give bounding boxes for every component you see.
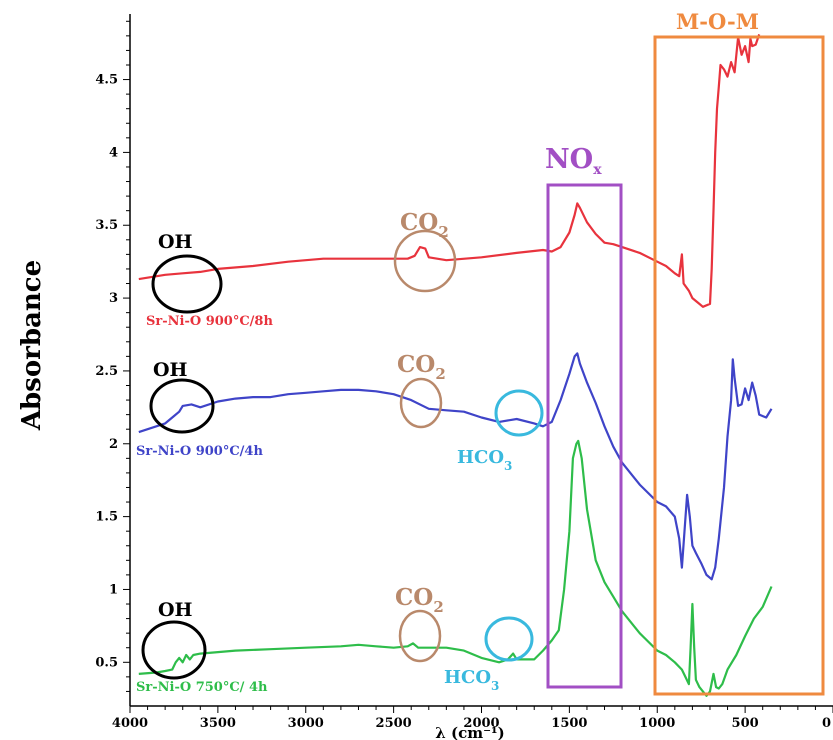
y-tick-label: 3 xyxy=(109,291,118,306)
y-tick-label: 1.5 xyxy=(95,510,118,525)
nox-label: NOx xyxy=(545,144,602,178)
series-group: Sr-Ni-O 900°C/8h Sr-Ni-O 900°C/4h Sr-Ni-O … xyxy=(136,34,773,697)
co2-label-middle: CO2 xyxy=(397,351,446,383)
y-tick-label: 1 xyxy=(109,582,118,597)
co2-circle-top xyxy=(393,229,457,293)
y-axis-label: Absorbance xyxy=(17,260,47,431)
x-tick-label: 1500 xyxy=(551,716,587,731)
hco3-label-middle: HCO3 xyxy=(457,447,512,473)
x-ticks: 4000 3500 3000 2500 2000 1500 1000 500 0 xyxy=(112,706,833,731)
y-tick-label: 2.5 xyxy=(95,364,118,379)
mom-region-box xyxy=(653,35,825,696)
co2-label-bottom: CO2 xyxy=(395,584,444,616)
x-tick-label: 4000 xyxy=(112,716,148,731)
hco3-circle-bottom xyxy=(484,616,534,662)
y-tick-label: 4.5 xyxy=(95,73,118,88)
oh-label-bottom: OH xyxy=(158,599,193,621)
x-tick-label: 2500 xyxy=(376,716,412,731)
x-tick-label: 0 xyxy=(822,716,831,731)
axes xyxy=(129,14,833,707)
co2-label-top: CO2 xyxy=(400,209,449,241)
x-tick-label: 3500 xyxy=(200,716,236,731)
series-label: Sr-Ni-O 900°C/8h xyxy=(146,314,273,329)
x-tick-label: 500 xyxy=(732,716,759,731)
y-ticks: 0.5 1 1.5 2 2.5 3 3.5 4 4.5 xyxy=(95,20,130,692)
y-tick-label: 4 xyxy=(109,145,118,160)
hco3-label-bottom: HCO3 xyxy=(444,667,499,693)
oh-circle-middle xyxy=(149,378,215,434)
y-tick-label: 2 xyxy=(109,437,118,452)
x-tick-label: 1000 xyxy=(639,716,675,731)
series-label: Sr-Ni-O 900°C/4h xyxy=(136,444,263,459)
oh-label-top: OH xyxy=(158,231,193,253)
y-tick-label: 3.5 xyxy=(95,218,118,233)
nox-region-box xyxy=(546,183,623,689)
x-tick-label: 2000 xyxy=(463,716,499,731)
mom-label: M-O-M xyxy=(676,9,759,34)
x-tick-label: 3000 xyxy=(288,716,324,731)
x-axis-label: λ (cm⁻¹) xyxy=(435,724,504,740)
series-line-sr-ni-o-900-c-8h xyxy=(138,34,761,308)
y-tick-label: 0.5 xyxy=(95,655,118,670)
co2-circle-bottom xyxy=(398,609,442,663)
co2-circle-middle xyxy=(399,377,443,429)
oh-circle-top xyxy=(151,254,223,314)
series-line-sr-ni-o-750-c-4h xyxy=(138,439,773,697)
oh-label-middle: OH xyxy=(153,359,188,381)
oh-circle-bottom xyxy=(141,620,207,680)
annotation-overlays: OH OH OH CO2 CO2 CO2 HCO3 HCO3 NOx M-O-M xyxy=(141,9,825,696)
hco3-circle-middle xyxy=(494,389,544,437)
series-label: Sr-Ni-O 750°C/ 4h xyxy=(136,680,268,695)
series-line-sr-ni-o-900-c-4h xyxy=(138,352,773,581)
